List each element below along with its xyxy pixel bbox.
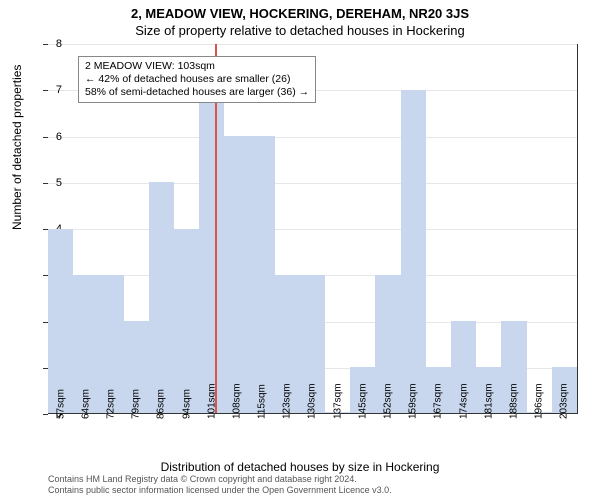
bar bbox=[199, 90, 224, 413]
x-tick-label: 159sqm bbox=[408, 383, 419, 419]
x-tick-label: 79sqm bbox=[131, 389, 142, 419]
x-tick-label: 115sqm bbox=[257, 384, 268, 419]
footer-line-1: Contains HM Land Registry data © Crown c… bbox=[48, 474, 392, 485]
bar-slot: 188sqm bbox=[501, 44, 526, 413]
footer-line-2: Contains public sector information licen… bbox=[48, 485, 392, 496]
info-line-2: ← 42% of detached houses are smaller (26… bbox=[85, 73, 309, 86]
x-tick-label: 108sqm bbox=[231, 383, 242, 419]
x-tick-label: 145sqm bbox=[357, 383, 368, 419]
x-tick-label: 72sqm bbox=[105, 389, 116, 419]
bar-slot: 152sqm bbox=[375, 44, 400, 413]
x-tick-label: 167sqm bbox=[433, 383, 444, 419]
info-line-3: 58% of semi-detached houses are larger (… bbox=[85, 86, 309, 99]
x-tick-label: 181sqm bbox=[483, 383, 494, 419]
x-tick-label: 174sqm bbox=[458, 383, 469, 419]
bar-slot: 57sqm bbox=[48, 44, 73, 413]
bar-slot: 203sqm bbox=[552, 44, 577, 413]
page-title-address: 2, MEADOW VIEW, HOCKERING, DEREHAM, NR20… bbox=[0, 0, 600, 21]
bar bbox=[174, 229, 199, 414]
bar-slot: 159sqm bbox=[401, 44, 426, 413]
x-tick-label: 188sqm bbox=[508, 383, 519, 419]
bar-slot: 196sqm bbox=[527, 44, 552, 413]
footer-attribution: Contains HM Land Registry data © Crown c… bbox=[48, 474, 392, 496]
x-tick-label: 130sqm bbox=[307, 383, 318, 419]
bar bbox=[149, 182, 174, 413]
y-axis-label: Number of detached properties bbox=[10, 65, 24, 230]
bar-slot: 174sqm bbox=[451, 44, 476, 413]
x-axis-label: Distribution of detached houses by size … bbox=[0, 460, 600, 474]
x-tick-label: 86sqm bbox=[156, 389, 167, 419]
plot-area: 57sqm64sqm72sqm79sqm86sqm94sqm101sqm108s… bbox=[48, 44, 578, 414]
x-tick-label: 57sqm bbox=[55, 389, 66, 419]
x-tick-label: 94sqm bbox=[181, 389, 192, 419]
info-box: 2 MEADOW VIEW: 103sqm ← 42% of detached … bbox=[78, 56, 316, 103]
bar-slot: 167sqm bbox=[426, 44, 451, 413]
page-subtitle: Size of property relative to detached ho… bbox=[0, 21, 600, 38]
bar-slot: 137sqm bbox=[325, 44, 350, 413]
x-tick-label: 203sqm bbox=[559, 383, 570, 419]
info-line-1: 2 MEADOW VIEW: 103sqm bbox=[85, 60, 309, 73]
x-tick-label: 123sqm bbox=[282, 383, 293, 419]
bar bbox=[401, 90, 426, 413]
bar bbox=[224, 136, 249, 413]
x-tick-label: 152sqm bbox=[383, 383, 394, 419]
x-tick-label: 196sqm bbox=[534, 383, 545, 419]
bar-slot: 145sqm bbox=[350, 44, 375, 413]
x-tick-label: 64sqm bbox=[80, 389, 91, 419]
bar-slot: 181sqm bbox=[476, 44, 501, 413]
bar bbox=[250, 136, 275, 413]
x-tick-label: 137sqm bbox=[332, 383, 343, 419]
histogram-chart: 57sqm64sqm72sqm79sqm86sqm94sqm101sqm108s… bbox=[48, 44, 578, 414]
bar bbox=[48, 229, 73, 414]
